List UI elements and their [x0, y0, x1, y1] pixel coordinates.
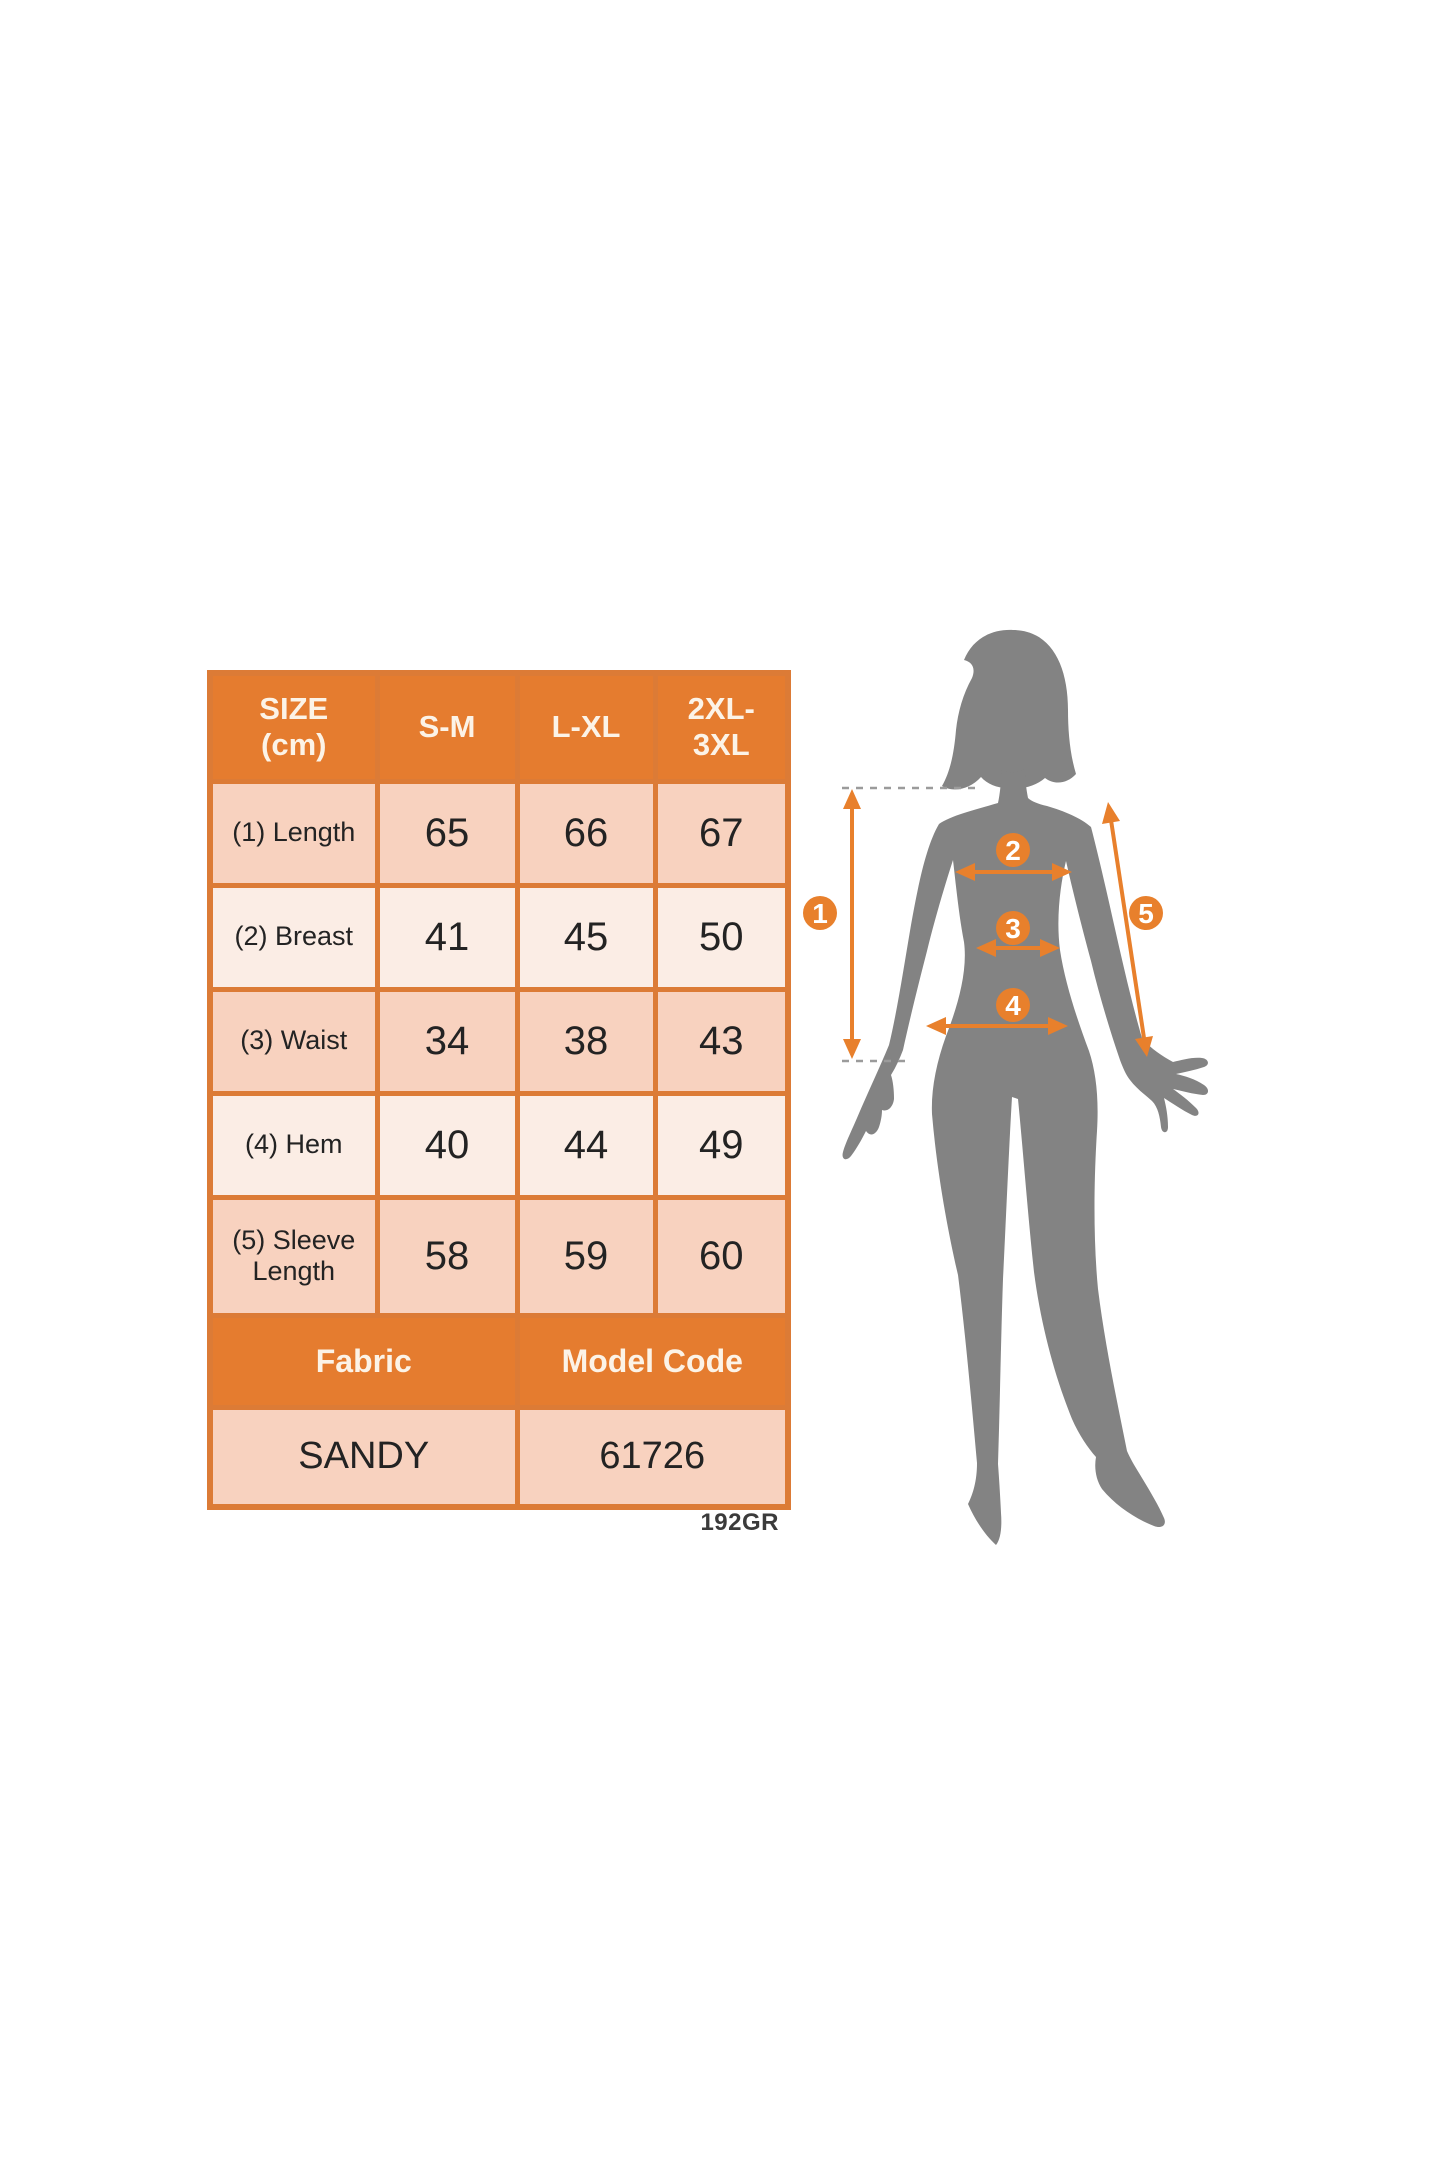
header-size-line2: (cm) — [261, 727, 327, 763]
measurement-figure: 1 2 3 4 5 — [800, 620, 1220, 1550]
measure-arrow-waist — [976, 939, 1060, 957]
svg-text:5: 5 — [1138, 898, 1154, 929]
cell-value: 45 — [514, 882, 658, 992]
table-header-row: SIZE (cm) S-M L-XL 2XL-3XL — [207, 670, 791, 784]
measure-badge-4: 4 — [996, 988, 1030, 1022]
row-label: (1) Length — [207, 778, 380, 888]
measure-badge-5: 5 — [1129, 896, 1163, 930]
table-row-hem: (4) Hem 40 44 49 — [207, 1090, 791, 1200]
measure-badge-3: 3 — [996, 911, 1030, 945]
cell-value: 43 — [652, 986, 791, 1096]
silhouette-body — [842, 769, 1209, 1545]
body-silhouette-svg: 1 2 3 4 5 — [803, 629, 1209, 1545]
header-col-2xl3xl: 2XL-3XL — [652, 670, 791, 784]
table-row-sleeve-length: (5) Sleeve Length 58 59 60 — [207, 1194, 791, 1318]
model-code-value-cell: 61726 — [514, 1404, 791, 1510]
table-row-length: (1) Length 65 66 67 — [207, 778, 791, 888]
table-footer-value-row: SANDY 61726 — [207, 1404, 791, 1510]
cell-value: 44 — [514, 1090, 658, 1200]
cell-value: 65 — [374, 778, 520, 888]
cell-value: 66 — [514, 778, 658, 888]
svg-text:3: 3 — [1005, 913, 1021, 944]
cell-value: 41 — [374, 882, 520, 992]
silhouette-head — [942, 629, 1076, 790]
header-size-cell: SIZE (cm) — [207, 670, 380, 784]
size-chart-table: SIZE (cm) S-M L-XL 2XL-3XL (1) Length 65… — [207, 670, 791, 1510]
header-size-line1: SIZE — [259, 690, 329, 726]
table-footer-header-row: Fabric Model Code — [207, 1312, 791, 1410]
measure-arrow-breast — [955, 863, 1072, 881]
cell-value: 60 — [652, 1194, 791, 1318]
cell-value: 67 — [652, 778, 791, 888]
measure-arrow-sleeve — [1102, 802, 1153, 1057]
measure-arrow-hem — [926, 1017, 1068, 1035]
svg-text:4: 4 — [1005, 990, 1021, 1021]
cell-value: 38 — [514, 986, 658, 1096]
row-label: (5) Sleeve Length — [207, 1194, 380, 1318]
measure-badge-2: 2 — [996, 833, 1030, 867]
measure-badge-1: 1 — [803, 896, 837, 930]
cell-value: 58 — [374, 1194, 520, 1318]
table-row-breast: (2) Breast 41 45 50 — [207, 882, 791, 992]
header-col-sm: S-M — [374, 670, 520, 784]
cell-value: 50 — [652, 882, 791, 992]
svg-text:1: 1 — [812, 898, 828, 929]
table-row-waist: (3) Waist 34 38 43 — [207, 986, 791, 1096]
weight-note: 192GR — [700, 1509, 779, 1536]
model-code-header-cell: Model Code — [514, 1312, 791, 1410]
row-label: (2) Breast — [207, 882, 380, 992]
row-label: (3) Waist — [207, 986, 380, 1096]
measure-arrow-length — [843, 789, 861, 1059]
fabric-value-cell: SANDY — [207, 1404, 520, 1510]
fabric-header-cell: Fabric — [207, 1312, 520, 1410]
cell-value: 49 — [652, 1090, 791, 1200]
cell-value: 40 — [374, 1090, 520, 1200]
svg-text:2: 2 — [1005, 835, 1021, 866]
row-label: (4) Hem — [207, 1090, 380, 1200]
cell-value: 34 — [374, 986, 520, 1096]
cell-value: 59 — [514, 1194, 658, 1318]
header-col-lxl: L-XL — [514, 670, 658, 784]
